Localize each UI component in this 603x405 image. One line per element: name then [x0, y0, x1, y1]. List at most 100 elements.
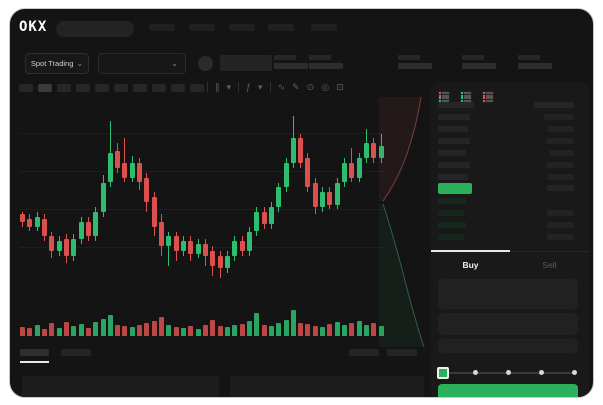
bid-price-bar[interactable]: [438, 222, 466, 228]
candle-body: [166, 236, 172, 247]
buy-submit-button[interactable]: [438, 384, 578, 397]
market-type-selector[interactable]: Spot Trading ⌄: [25, 53, 89, 74]
volume-bar: [290, 310, 296, 336]
volume-bar: [232, 325, 238, 336]
chevron-down-icon[interactable]: ▾: [258, 81, 263, 92]
candle-body: [378, 145, 384, 158]
volume-bar: [107, 315, 113, 336]
candle-body: [224, 256, 230, 269]
active-tab-indicator: [431, 250, 510, 252]
camera-icon[interactable]: ⊙: [306, 81, 315, 92]
bottom-action-1[interactable]: [349, 349, 379, 356]
candle-body: [327, 192, 333, 205]
draw-icon[interactable]: ✎: [292, 81, 300, 92]
slider-stop-25pct[interactable]: [473, 370, 478, 375]
nav-item-3[interactable]: [229, 24, 255, 31]
ask-price-bar[interactable]: [438, 162, 470, 168]
pair-selector-dropdown[interactable]: ⌄: [98, 53, 186, 74]
amount-slider-handle[interactable]: [437, 367, 449, 379]
candle-wick: [168, 231, 170, 266]
bid-amount-bar: [547, 210, 574, 216]
candle-wick: [124, 138, 126, 183]
slider-stop-50pct[interactable]: [506, 370, 511, 375]
timeframe-button-3[interactable]: [57, 84, 71, 92]
tab-sell[interactable]: Sell: [542, 260, 557, 270]
candlestick-chart[interactable]: [19, 109, 385, 299]
candle-body: [342, 162, 348, 183]
candle-body: [305, 158, 311, 188]
candle-type-icon[interactable]: ∥: [215, 81, 220, 92]
timeframe-button-1[interactable]: [19, 84, 33, 92]
total-input[interactable]: [438, 339, 578, 353]
ask-price-bar[interactable]: [438, 138, 470, 144]
nav-item-2[interactable]: [189, 24, 215, 31]
book-view-asks-icon[interactable]: [482, 91, 494, 103]
gridline: [19, 171, 385, 172]
candle-body: [137, 162, 143, 183]
ask-amount-bar: [550, 150, 574, 156]
settings-icon[interactable]: ◎: [321, 81, 330, 92]
candle-body: [217, 256, 223, 269]
volume-bar: [122, 326, 128, 336]
volume-bar: [144, 323, 150, 336]
divider: [269, 82, 271, 92]
candle-body: [71, 238, 77, 256]
volume-bar: [254, 313, 260, 336]
ticker-stat-2: [309, 55, 343, 69]
volume-bar: [173, 327, 179, 336]
book-header-price: [438, 102, 474, 108]
timeframe-button-6[interactable]: [114, 84, 128, 92]
ask-amount-bar: [548, 126, 574, 132]
ask-price-bar[interactable]: [438, 174, 468, 180]
volume-bar: [49, 323, 55, 336]
nav-item-1[interactable]: [149, 24, 175, 31]
price-input[interactable]: [438, 279, 578, 309]
line-type-icon[interactable]: ∿: [277, 81, 286, 92]
volume-bar: [93, 322, 99, 336]
divider: [238, 82, 240, 92]
chevron-down-icon[interactable]: ▾: [226, 81, 232, 92]
candle-body: [364, 143, 370, 158]
bid-price-bar[interactable]: [438, 210, 464, 216]
order-book-panel: Buy Sell: [431, 82, 589, 397]
volume-bar: [371, 323, 377, 336]
divider: [207, 82, 208, 92]
slider-stop-100pct[interactable]: [572, 370, 577, 375]
timeframe-button-4[interactable]: [76, 84, 90, 92]
candle-body: [261, 211, 267, 225]
nav-item-5[interactable]: [311, 24, 337, 31]
search-input[interactable]: [56, 21, 134, 37]
timeframe-button-5[interactable]: [95, 84, 109, 92]
volume-bar: [85, 328, 91, 336]
tab-buy[interactable]: Buy: [462, 260, 479, 270]
ask-amount-bar: [546, 138, 574, 144]
bottom-tab-open-orders[interactable]: [20, 349, 49, 356]
nav-item-4[interactable]: [268, 24, 294, 31]
bottom-action-2[interactable]: [387, 349, 417, 356]
ask-price-bar[interactable]: [438, 150, 466, 156]
bid-price-bar[interactable]: [438, 198, 466, 204]
indicators-icon[interactable]: ƒ: [246, 82, 252, 92]
amount-input[interactable]: [438, 313, 578, 335]
timeframe-button-8[interactable]: [152, 84, 166, 92]
slider-stop-75pct[interactable]: [539, 370, 544, 375]
ask-price-bar[interactable]: [438, 114, 470, 120]
candle-body: [246, 231, 252, 252]
bottom-tab-history[interactable]: [61, 349, 91, 356]
timeframe-button-2[interactable]: [38, 84, 52, 92]
ask-price-bar[interactable]: [438, 126, 468, 132]
volume-bar: [239, 324, 245, 336]
timeframe-button-7[interactable]: [133, 84, 147, 92]
book-view-bids-icon[interactable]: [460, 91, 472, 103]
volume-bar: [71, 326, 77, 336]
volume-bar: [181, 328, 187, 336]
book-view-combined-icon[interactable]: [438, 91, 450, 103]
fullscreen-icon[interactable]: ⊡: [336, 81, 344, 92]
volume-bar: [203, 325, 208, 336]
volume-bar: [356, 321, 362, 336]
market-type-label: Spot Trading: [30, 59, 74, 68]
bid-price-bar[interactable]: [438, 234, 464, 240]
timeframe-button-9[interactable]: [171, 84, 185, 92]
candle-body: [93, 211, 99, 237]
timeframe-button-10[interactable]: [190, 84, 204, 92]
